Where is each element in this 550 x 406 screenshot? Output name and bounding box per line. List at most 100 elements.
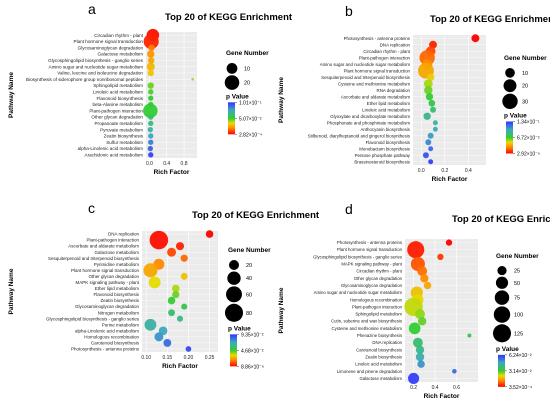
x-tick-label: 0.2 (410, 385, 417, 391)
x-tick-label: 0.2 (441, 168, 448, 174)
y-tick-label: Plant hormone signal transduction (344, 68, 411, 73)
y-tick-label: Pyrimidine metabolism (94, 262, 140, 267)
color-legend-title: p Value (228, 325, 251, 332)
y-tick-label: Other glycan degradation (91, 115, 143, 120)
y-tick-label: Glycosphingolipid biosynthesis - ganglio… (46, 316, 140, 321)
data-point (168, 309, 175, 317)
size-legend-label: 10 (244, 66, 250, 72)
y-tick-label: MAPK signaling pathway - plant (75, 280, 139, 285)
y-tick-label: Linoleic acid metabolism (93, 89, 143, 94)
y-tick-label: Pentose phosphate pathway (355, 153, 411, 158)
data-point (415, 345, 425, 355)
y-tick-label: Circadian rhythm - plant (94, 33, 143, 38)
y-tick-label: Linoleic acid metabolism (362, 107, 410, 112)
y-tick-label: Other glycan degradation (88, 274, 139, 279)
data-point (148, 44, 155, 51)
panel-a: a Top 20 of KEGG Enrichment Circadian rhyt… (8, 1, 293, 176)
y-tick-label: Plant-pathogen interaction (86, 238, 139, 243)
data-point (445, 239, 453, 246)
y-tick-label: Valine, leucine and isoleucine degradati… (57, 71, 143, 76)
data-point (417, 360, 425, 368)
size-legend-circle (495, 276, 509, 289)
x-tick-label: 0.8 (181, 161, 188, 167)
data-point (452, 368, 457, 374)
y-tick-label: Propanoate metabolism (94, 121, 143, 126)
y-tick-label: Amino sugar and nucleotide sugar metabol… (314, 290, 403, 295)
y-tick-label: Ether lipid metabolism (95, 286, 140, 291)
size-legend-title: Gene Number (226, 50, 269, 57)
y-tick-label: Arachidonic acid metabolism (85, 152, 144, 157)
size-legend-circle (494, 290, 510, 305)
data-point (471, 34, 480, 43)
y-tick-label: RNA degradation (377, 88, 411, 93)
y-tick-label: Galactose metabolism (359, 376, 402, 381)
size-legend-label: 20 (522, 84, 528, 90)
x-tick-label: 0.20 (184, 355, 194, 361)
size-legend-label: 60 (246, 292, 252, 298)
data-point (143, 263, 158, 278)
color-legend-label: 3.14×10⁻² (509, 369, 532, 375)
x-tick-label: 0.15 (162, 355, 172, 361)
data-point (205, 230, 214, 238)
data-point (430, 106, 436, 113)
data-point (146, 62, 155, 71)
y-tick-label: Carotenoid biosynthesis (356, 347, 402, 352)
x-tick-label: 0.4 (465, 168, 472, 174)
y-tick-label: Phosphonate and phosphinate metabolism (327, 120, 411, 125)
size-legend-circle (505, 68, 515, 78)
data-point (167, 247, 177, 257)
y-tick-label: Glycosaminoglycan degradation (75, 304, 140, 309)
y-tick-label: Cysteine and methionine metabolism (338, 81, 410, 86)
data-point (148, 152, 154, 158)
y-tick-label: DNA replication (108, 232, 140, 237)
y-tick-label: Homologous recombination (350, 297, 403, 302)
size-legend-circle (224, 75, 240, 90)
x-axis-label: Rich Factor (432, 176, 468, 183)
data-point (181, 303, 188, 310)
y-tick-label: Amino sugar and nucleotide sugar metabol… (320, 62, 411, 67)
color-legend-label: 6.72×10⁻² (517, 135, 540, 141)
x-axis-label: Rich Factor (424, 393, 460, 400)
y-tick-label: Circadian rhythm - plant (356, 269, 402, 274)
x-axis-label: Rich Factor (154, 169, 190, 176)
x-tick-label: 0.0 (146, 161, 153, 167)
data-point (148, 95, 154, 101)
color-legend-bar (230, 334, 237, 367)
y-tick-label: Glycosaminoglycan degradation (341, 283, 403, 288)
data-point (180, 272, 188, 280)
data-point (147, 145, 153, 152)
data-point (163, 339, 172, 347)
y-tick-label: Zeatin biosynthesis (104, 134, 144, 139)
y-axis-label: Pathway Name (278, 287, 285, 333)
data-point (147, 69, 154, 77)
y-tick-label: Flavonoid biosynthesis (97, 96, 144, 101)
data-point (422, 152, 429, 159)
size-legend-circle (492, 324, 512, 343)
panel-letter: d (345, 201, 353, 217)
color-legend-label: 1.01×10⁻¹ (239, 100, 262, 106)
y-tick-label: Circadian rhythm - plant (363, 49, 410, 54)
color-legend-label: 8.86×10⁻⁶ (241, 364, 264, 370)
data-point (428, 99, 436, 107)
plot-background (146, 32, 197, 158)
y-tick-label: Plant hormone signal transduction (71, 268, 140, 273)
color-legend-label: 9.35×10⁻² (241, 332, 264, 338)
size-legend-circle (497, 265, 507, 276)
x-tick-label: 0.4 (163, 161, 170, 167)
y-tick-label: Glyoxylate and dicarboxylate metabolism (330, 114, 410, 119)
x-tick-label: 0.0 (418, 168, 425, 174)
size-legend-circle (493, 306, 511, 323)
y-tick-label: alpha-Linolenic acid metabolism (75, 328, 139, 333)
y-tick-label: Cysteine and methionine metabolism (332, 326, 403, 331)
color-legend-title: p Value (504, 112, 527, 119)
data-point (432, 120, 438, 126)
data-point (417, 266, 428, 277)
color-legend-bar (228, 102, 235, 135)
size-legend-label: 20 (244, 81, 250, 87)
data-point (423, 281, 432, 290)
plot-background (142, 231, 218, 352)
data-point (154, 332, 164, 342)
data-point (425, 93, 434, 101)
color-legend-title: p Value (496, 346, 519, 353)
